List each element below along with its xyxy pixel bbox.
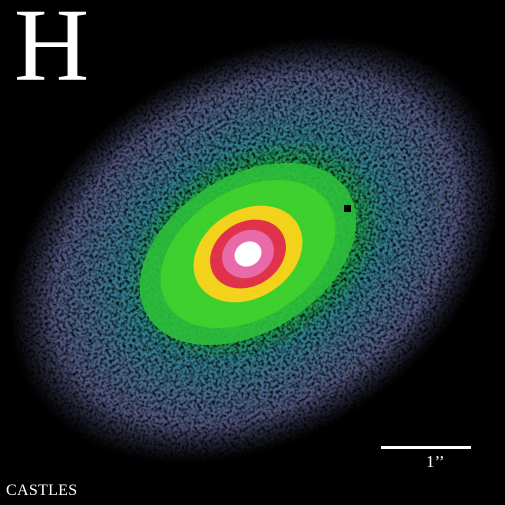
scale-label: 1’’	[426, 452, 445, 471]
galaxy-core	[234, 241, 262, 267]
filter-band-label: H	[14, 0, 90, 103]
credit-label: CASTLES	[6, 482, 78, 499]
scale-bar	[381, 446, 471, 449]
dark-speck	[344, 205, 351, 212]
